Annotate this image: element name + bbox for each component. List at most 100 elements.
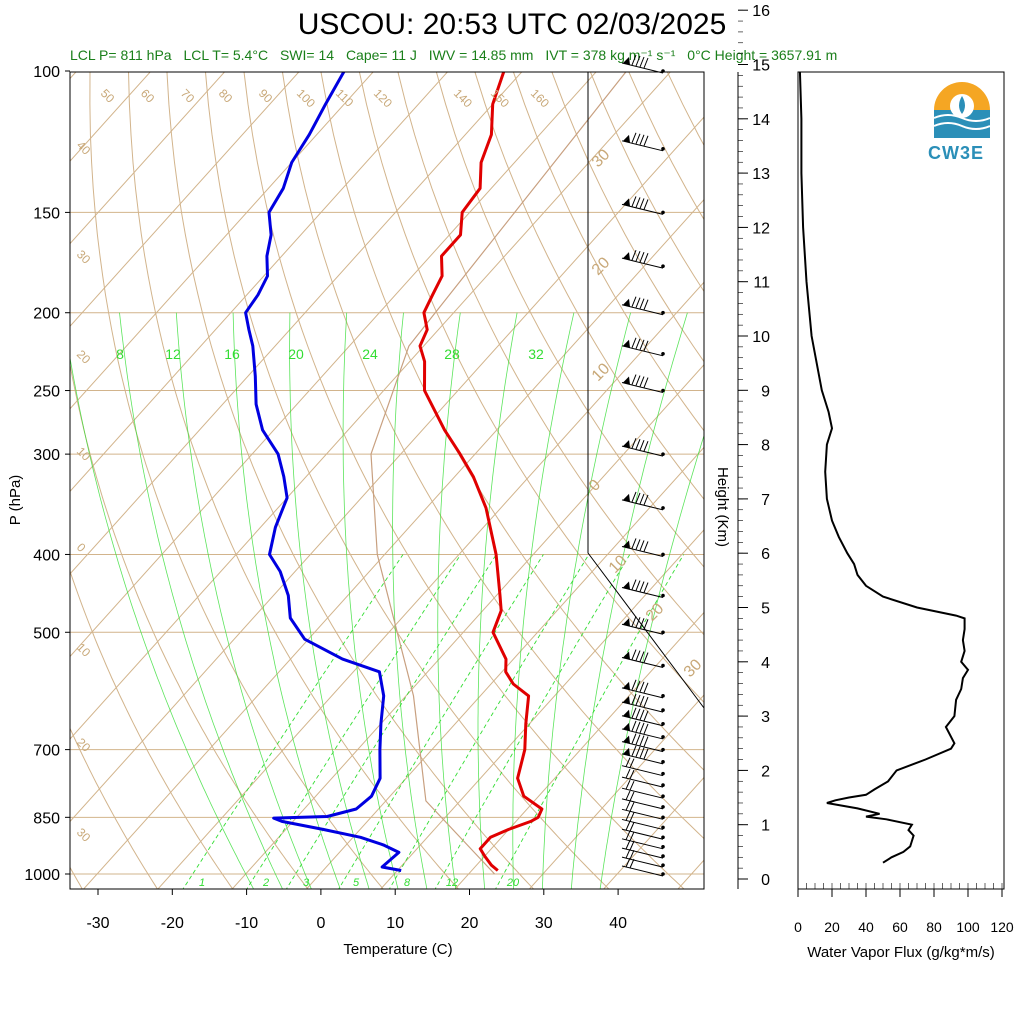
isotherm-line — [70, 72, 300, 327]
mixing-ratio-label: 8 — [116, 346, 124, 362]
temperature-series-line — [418, 72, 544, 872]
wind-barb-feather — [631, 437, 637, 449]
moist-adiabat — [512, 312, 575, 889]
height-tick-label: 15 — [752, 58, 770, 75]
wind-barb-feather — [631, 720, 637, 732]
wind-barb-flag — [623, 651, 630, 660]
mixing-ratio-label: 20 — [288, 346, 304, 362]
x-tick-label: 10 — [386, 915, 404, 932]
wind-barb-staff — [621, 545, 664, 557]
wind-panel-boundary — [587, 72, 705, 709]
moist-adiabat — [175, 312, 312, 889]
wind-barb — [621, 649, 664, 668]
wind-barb-staff — [621, 499, 664, 511]
wind-barb-staff — [621, 847, 664, 859]
wind-barb-flag — [623, 747, 630, 756]
isotherm-line — [157, 281, 704, 889]
mixing-ratio-bottom-label: 20 — [506, 877, 520, 889]
y-tick-label: 500 — [33, 625, 60, 642]
wind-barb-feather — [639, 376, 645, 387]
wind-barb — [621, 693, 664, 713]
wind-barb — [621, 790, 664, 810]
wind-barb-feather — [643, 440, 649, 452]
isotherm-line — [603, 776, 704, 889]
wind-barb-feather — [643, 135, 649, 147]
dry-adiabat-label: 160 — [528, 86, 552, 110]
iwv: IWV = 14.85 mm — [428, 47, 534, 63]
wind-barb-feather — [629, 791, 635, 802]
wind-barb-feather — [639, 618, 645, 629]
mixing-ratio-bottom-label: 2 — [262, 877, 269, 889]
wind-barb-staff — [621, 587, 664, 599]
height-tick-label: 14 — [752, 112, 770, 129]
dry-adiabat — [204, 72, 610, 889]
wind-barb-staff — [621, 865, 664, 877]
height-tick-label: 7 — [761, 492, 770, 509]
swi: SWI= 14 — [279, 47, 335, 63]
wind-barb-feather — [643, 299, 649, 310]
dry-adiabat — [512, 72, 704, 432]
wind-barb-feather — [625, 839, 631, 850]
mixing-ratio-label: 12 — [165, 346, 181, 362]
wind-barb-staff — [621, 787, 664, 799]
wind-barb-dot — [661, 721, 665, 726]
wind-barb-feather — [639, 747, 645, 759]
wind-barb-staff — [621, 818, 664, 830]
y-tick-label: 850 — [33, 810, 60, 827]
wind-barb-feather — [635, 55, 641, 67]
wind-barb-feather — [639, 56, 645, 68]
isotherm-line — [70, 72, 374, 410]
moist-adiabat — [437, 312, 461, 889]
dry-adiabat-label: 80 — [216, 86, 236, 106]
dry-adiabat-label: 140 — [451, 86, 475, 110]
wind-barb-dot — [661, 310, 665, 315]
wind-barb — [621, 779, 664, 799]
isotherm-line — [70, 72, 671, 740]
wind-barb-staff — [621, 345, 664, 357]
x-axis-title: Temperature (C) — [343, 941, 452, 958]
wind-barb-feather — [625, 757, 631, 767]
wind-barb-feather — [639, 581, 645, 592]
wind-barb-feather — [635, 492, 641, 504]
wind-barb-dot — [661, 747, 665, 752]
wind-barb-feather — [643, 696, 649, 708]
wind-barb-feather — [625, 811, 631, 821]
dry-adiabat-label: 50 — [98, 86, 118, 106]
wind-barb-flag — [623, 618, 630, 627]
wind-barb-dot — [661, 352, 665, 356]
wind-barb — [621, 811, 664, 830]
wind-barb-feather — [639, 251, 645, 263]
wind-barb — [621, 616, 664, 635]
wind-barb-flag — [623, 339, 630, 348]
lcl-pressure: LCL P= 811 hPa — [70, 47, 172, 63]
dry-adiabat-label: 90 — [256, 86, 276, 106]
wind-barb — [621, 707, 664, 727]
height-tick-label: 9 — [761, 383, 770, 400]
wind-barb-dot — [661, 506, 665, 510]
moist-adiabat — [70, 355, 255, 889]
height-tick-label: 0 — [761, 872, 770, 889]
wind-barb-staff — [621, 203, 664, 215]
wind-barb-feather — [635, 680, 641, 692]
height-tick-label: 5 — [761, 601, 770, 618]
dry-adiabat-label: 70 — [178, 86, 198, 106]
dry-adiabat-label-left: 30 — [74, 825, 94, 845]
dry-adiabat — [70, 361, 309, 889]
wind-barb-flag — [623, 440, 630, 449]
height-tick-label: 10 — [752, 329, 770, 346]
wind-barb — [621, 857, 664, 877]
wind-barb-feather — [635, 197, 641, 208]
isotherm-line — [528, 694, 704, 889]
wind-barb-dot — [661, 147, 665, 151]
moist-adiabat — [570, 312, 688, 889]
wind-barb — [621, 679, 664, 699]
wind-barb — [621, 196, 664, 215]
wind-scale-label: 10 — [606, 552, 631, 577]
wind-barb — [621, 132, 664, 152]
isotherm-line — [231, 364, 704, 889]
wind-barb-staff — [621, 701, 664, 713]
wind-barb-feather — [643, 541, 649, 552]
wind-barb-staff — [621, 798, 664, 810]
wind-barb-staff — [621, 776, 664, 788]
wind-barb-feather — [643, 199, 649, 210]
